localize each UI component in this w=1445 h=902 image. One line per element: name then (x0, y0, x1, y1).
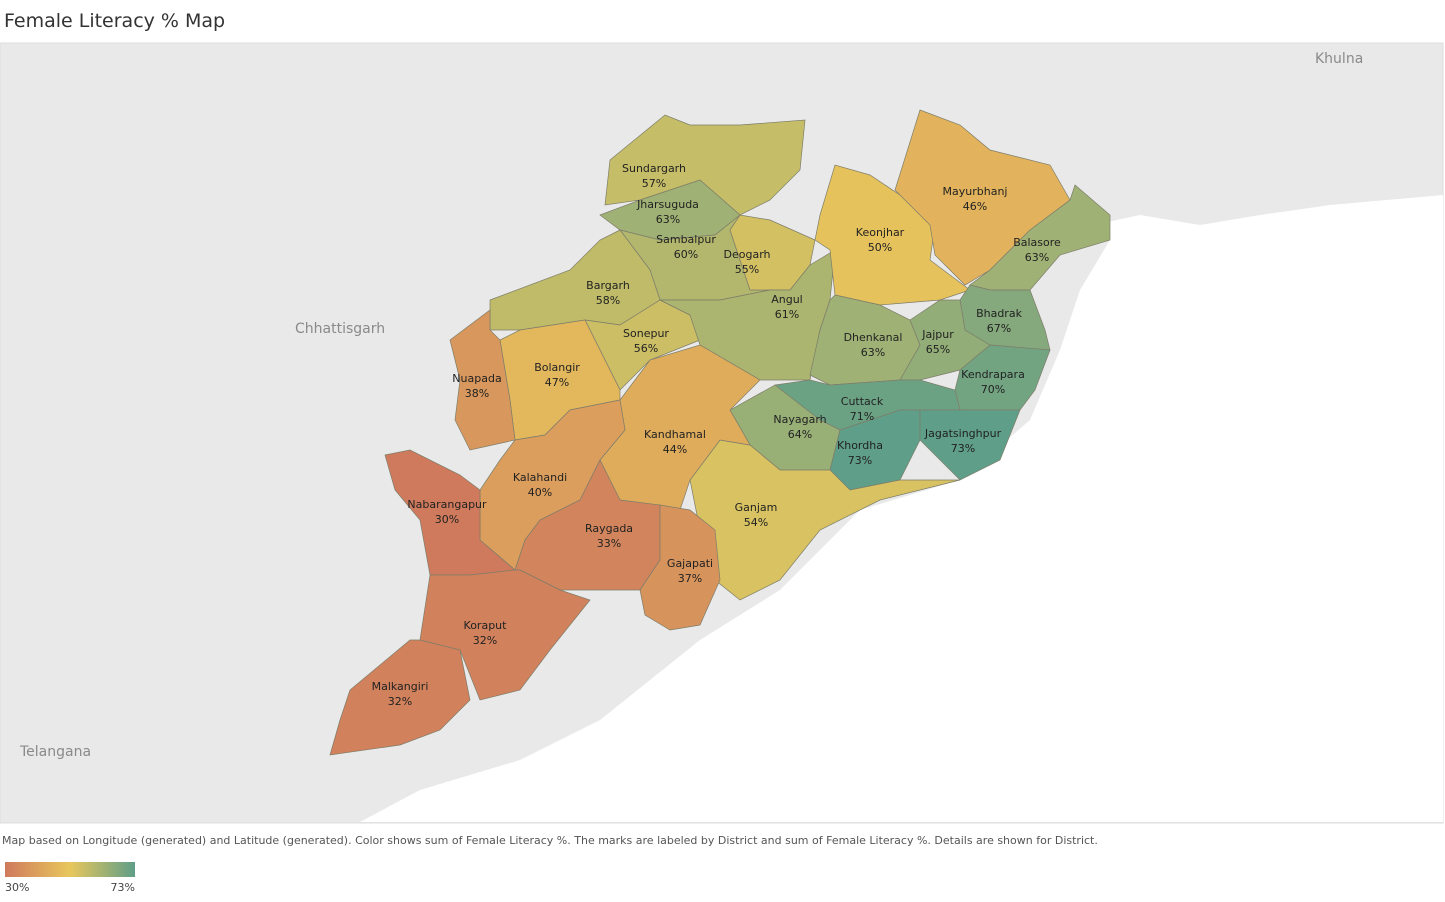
district-shape (969, 184, 1111, 291)
district-value: 70% (981, 383, 1005, 396)
district-shape (729, 214, 816, 291)
district-name: Balasore (1013, 236, 1061, 249)
district-name: Angul (771, 293, 803, 306)
district-value: 73% (951, 442, 975, 455)
district-name: Kendrapara (961, 368, 1025, 381)
district-shape (689, 439, 961, 601)
district-shape (329, 639, 471, 756)
district-value: 60% (674, 248, 698, 261)
district-value: 63% (656, 213, 680, 226)
district-name: Sundargarh (622, 162, 686, 175)
title: Female Literacy % Map (4, 10, 225, 32)
district-value: 64% (788, 428, 812, 441)
district-value: 67% (987, 322, 1011, 335)
sea (360, 195, 1443, 822)
district-name: Nabarangapur (407, 498, 487, 511)
district-value: 65% (926, 343, 950, 356)
district-name: Cuttack (841, 395, 884, 408)
district-value: 73% (848, 454, 872, 467)
district-name: Bargarh (586, 279, 630, 292)
district-name: Gajapati (667, 557, 713, 570)
district-value: 44% (663, 443, 687, 456)
district-value: 38% (465, 387, 489, 400)
district-value: 61% (775, 308, 799, 321)
legend-max: 73% (111, 881, 135, 894)
note: Map based on Longitude (generated) and L… (2, 834, 1098, 847)
district-name: Keonjhar (856, 226, 905, 239)
district-name: Bolangir (534, 361, 580, 374)
legend-min: 30% (5, 881, 29, 894)
district-name: Kalahandi (513, 471, 567, 484)
district-name: Jharsuguda (636, 198, 699, 211)
district-name: Dhenkanal (844, 331, 903, 344)
district-name: Ganjam (735, 501, 778, 514)
district-shape (604, 114, 806, 216)
district-value: 63% (861, 346, 885, 359)
district-value: 32% (473, 634, 497, 647)
district-value: 56% (634, 342, 658, 355)
place-label: Chhattisgarh (295, 321, 385, 337)
district-labels: Sundargarh 57% Jharsuguda 63% Sambalpur 60% De… (372, 162, 1061, 708)
place-label: Telangana (19, 744, 91, 760)
district-name: Nuapada (452, 372, 501, 385)
district-value: 71% (850, 410, 874, 423)
district-value: 30% (435, 513, 459, 526)
district-value: 47% (545, 376, 569, 389)
district-name: Koraput (464, 619, 508, 632)
district-shape (639, 504, 721, 631)
district-name: Mayurbhanj (943, 185, 1008, 198)
district-name: Malkangiri (372, 680, 429, 693)
district-name: Sambalpur (656, 233, 716, 246)
district-value: 46% (963, 200, 987, 213)
district-name: Sonepur (623, 327, 669, 340)
district-value: 63% (1025, 251, 1049, 264)
district-value: 33% (597, 537, 621, 550)
district-name: Jagatsinghpur (924, 427, 1002, 440)
district-name: Nayagarh (773, 413, 826, 426)
district-value: 55% (735, 263, 759, 276)
legend-gradient (5, 862, 135, 877)
district-shape (449, 309, 516, 451)
district-name: Khordha (837, 439, 883, 452)
district-name: Raygada (585, 522, 633, 535)
district-value: 32% (388, 695, 412, 708)
district-name: Kandhamal (644, 428, 706, 441)
district-value: 54% (744, 516, 768, 529)
district-name: Bhadrak (976, 307, 1023, 320)
district-value: 50% (868, 241, 892, 254)
districts (329, 109, 1111, 756)
district-name: Jajpur (921, 328, 954, 341)
district-shape (919, 409, 1021, 481)
district-value: 37% (678, 572, 702, 585)
place-label: Khulna (1315, 51, 1363, 67)
district-value: 57% (642, 177, 666, 190)
district-value: 40% (528, 486, 552, 499)
district-name: Deogarh (724, 248, 771, 261)
district-value: 58% (596, 294, 620, 307)
